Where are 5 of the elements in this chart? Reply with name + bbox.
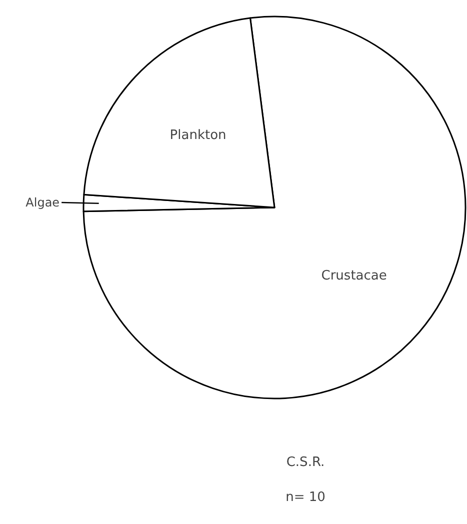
text: C.S.R. xyxy=(286,455,325,470)
slice-label: Crustacae xyxy=(321,268,387,284)
slice-label: Plankton xyxy=(170,128,226,143)
slice-label: Algae xyxy=(26,196,60,210)
text: n= 10 xyxy=(286,490,326,505)
